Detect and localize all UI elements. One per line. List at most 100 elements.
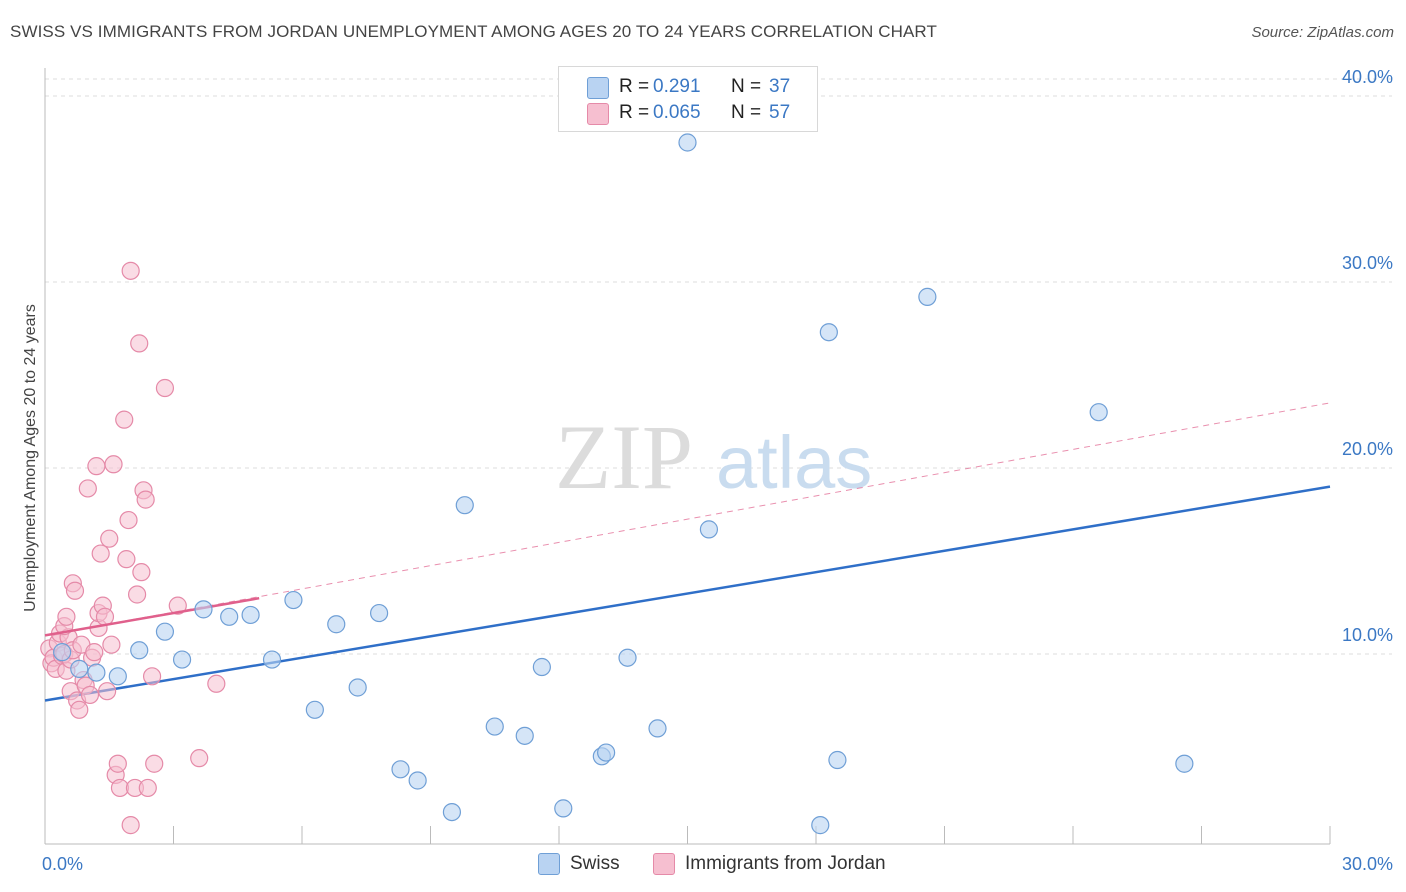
jordan-point [138,778,157,798]
swiss-point [241,605,260,625]
watermark-atlas: atlas [716,421,872,504]
swiss-point [370,603,389,623]
swiss-point [554,799,573,818]
jordan-point [121,816,140,835]
source-label: Source: ZipAtlas.com [1251,24,1394,41]
chart-title: SWISS VS IMMIGRANTS FROM JORDAN UNEMPLOY… [10,22,937,41]
jordan-point [104,455,123,474]
swiss-point [648,719,667,738]
swiss-point [597,743,616,762]
swiss-point [515,726,534,745]
jordan-point [80,685,100,705]
jordan-point [127,585,147,604]
legend-swiss-label: Swiss [570,853,620,874]
correlation-legend: R = 0.291 N = 37 R = 0.065 N = 57 [558,66,818,132]
swiss-point [442,802,462,822]
jordan-point [65,581,85,600]
swiss-point [53,643,72,662]
swiss-point [1175,754,1194,773]
jordan-point [155,378,175,398]
jordan-points [40,261,260,835]
jordan-point [136,490,155,509]
swiss-point [130,641,149,660]
jordan-point [121,261,140,280]
jordan-point [57,607,76,626]
swiss-trend-line [44,485,1331,702]
legend-jordan-swatch [653,853,675,875]
jordan-point [91,544,110,563]
swiss-point [699,520,719,539]
legend-jordan-label: Immigrants from Jordan [685,853,886,874]
legend-swiss-swatch [538,853,560,875]
jordan-point [190,749,209,768]
jordan-point [168,596,187,615]
jordan-point [87,457,106,476]
jordan-point [78,479,97,498]
jordan-r-label: R = [619,102,650,123]
swiss-point [220,607,239,626]
y-tick-label: 30.0% [1342,253,1393,273]
jordan-trend-extended [44,402,1331,636]
swiss-point [918,287,937,306]
x-tick-label: 0.0% [42,854,83,874]
jordan-point [117,550,136,569]
trend-layer [44,402,1331,702]
jordan-point [207,674,226,693]
watermark: ZIP atlas [555,406,872,508]
swiss-point [87,663,106,682]
jordan-point [130,334,149,353]
watermark-zip: ZIP [555,406,693,508]
swiss-n-label: N = [731,76,762,97]
swiss-point [348,678,367,697]
legend-row-jordan: R = 0.065 N = 57 [559,101,817,127]
jordan-point [142,667,162,686]
x-tick-label: 30.0% [1342,854,1393,874]
series-legend: Swiss Immigrants from Jordan [0,852,1406,878]
y-axis-label: Unemployment Among Ages 20 to 24 years [22,304,39,612]
y-tick-label: 20.0% [1342,439,1393,459]
swiss-point [108,667,127,686]
swiss-n-value: 37 [769,76,791,97]
legend-row-swiss: R = 0.291 N = 37 [559,75,817,101]
jordan-r-value: 0.065 [653,102,701,123]
swiss-point [408,771,427,790]
swiss-r-value: 0.291 [653,76,701,97]
y-tick-label: 40.0% [1342,67,1393,87]
swiss-point [327,615,346,634]
jordan-point [85,643,104,662]
jordan-point [145,754,164,773]
swiss-swatch [587,77,609,99]
swiss-point [305,700,324,719]
jordan-n-label: N = [731,102,762,123]
swiss-points [53,86,1194,835]
swiss-point [618,648,637,667]
swiss-point [172,650,192,669]
swiss-point [70,659,89,678]
jordan-point [119,510,138,530]
jordan-point [100,529,119,548]
swiss-point [262,650,282,669]
swiss-point [455,496,474,515]
jordan-point [132,563,151,582]
grid-layer [45,78,1392,655]
axis-layer [44,68,1331,845]
swiss-point [811,816,830,835]
swiss-r-label: R = [619,76,650,97]
jordan-n-value: 57 [769,102,791,123]
swiss-point [194,600,213,619]
swiss-point [485,717,504,736]
jordan-point [70,700,89,719]
jordan-point [108,754,127,773]
swiss-point [391,760,410,779]
y-tick-label: 10.0% [1342,625,1393,645]
jordan-swatch [587,103,609,125]
swiss-point [1089,403,1108,422]
swiss-point [532,657,551,677]
tick-label-layer: 10.0% 20.0% 30.0% 40.0% 0.0% 30.0% [42,67,1393,874]
jordan-point [115,410,134,429]
jordan-trend-line [44,596,260,637]
swiss-point [828,750,847,770]
swiss-point [678,133,697,152]
swiss-point [155,622,175,641]
